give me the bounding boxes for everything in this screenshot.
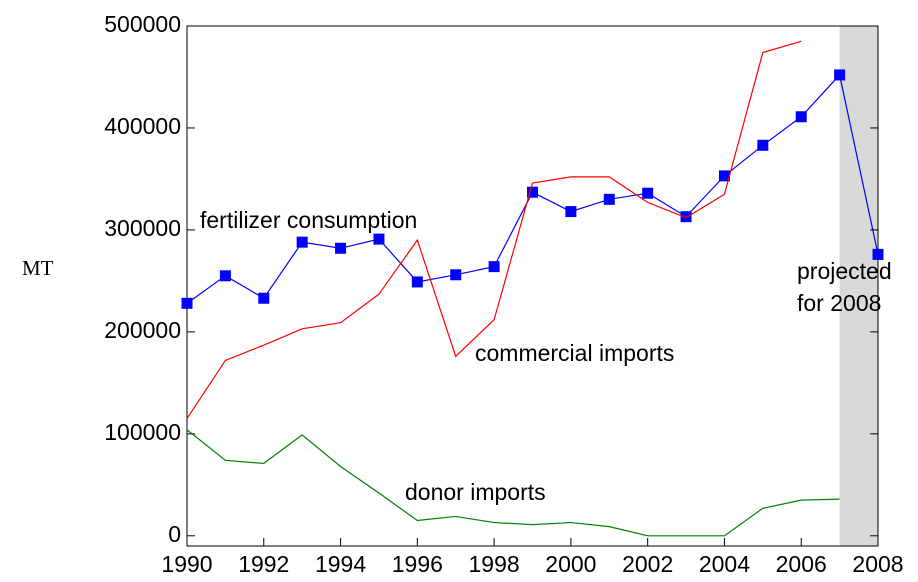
data-point [680,211,692,223]
x-tick-label: 1998 [469,551,520,577]
data-point [834,69,846,81]
x-tick-label: 2000 [545,551,596,577]
x-tick-label: 2002 [622,551,673,577]
x-tick-label: 1992 [238,551,289,577]
data-point [795,111,807,123]
series-annotation: commercial imports [475,340,674,366]
series-annotation: donor imports [405,479,546,505]
x-tick-label: 1994 [315,551,366,577]
x-tick-label: 2004 [699,551,750,577]
data-point [181,297,193,309]
data-point [258,292,270,304]
data-point [872,248,884,260]
data-point [565,206,577,218]
series-line [186,429,840,537]
data-point [603,193,615,205]
y-tick-label: 200000 [104,317,181,343]
x-tick-label: 1990 [161,551,212,577]
y-tick-label: 300000 [104,215,181,241]
data-point [450,269,462,281]
data-point [642,187,654,199]
data-point [335,242,347,254]
x-tick-label: 2006 [776,551,827,577]
data-point [718,170,730,182]
series-annotation: fertilizer consumption [200,207,417,233]
data-point [219,270,231,282]
plot-frame [186,25,879,547]
annotation: for 2008 [797,290,881,316]
data-point [373,233,385,245]
shaded-region [839,26,878,546]
x-tick-label: 1996 [392,551,443,577]
annotation: projected [797,258,892,284]
series-line [186,40,802,419]
data-point [757,139,769,151]
data-point [411,276,423,288]
y-tick-label: 100000 [104,419,181,445]
x-tick-label: 2008 [852,551,903,577]
y-axis-label: MT [22,256,54,280]
data-point [296,236,308,248]
y-tick-label: 500000 [104,11,181,37]
y-tick-label: 400000 [104,113,181,139]
data-point [488,261,500,273]
y-tick-label: 0 [168,521,181,547]
data-point [527,186,538,198]
